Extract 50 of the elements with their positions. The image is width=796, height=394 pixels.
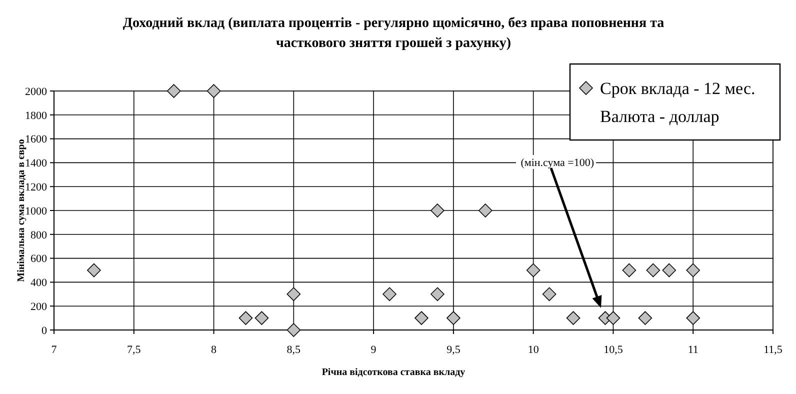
x-axis-title: Річна відсоткова ставка вкладу [322,367,466,378]
point [166,84,181,98]
point [430,204,444,218]
y-tick-label: 800 [30,229,48,242]
point [446,311,460,325]
chart-title: Доходний вклад (виплата процентів - регулярно щомісячно, без права поповнення та часткового зняття грошей з рахунку) [122,16,664,51]
x-tick-label: 7 [51,344,58,356]
annotation: Валюта - доллар [600,106,720,126]
y-tick-label: 600 [30,253,48,266]
y-axis-title: Мінімальна сума вклада в євро [16,139,27,282]
point [414,311,428,325]
point [382,287,396,302]
x-tick-label: 11 [688,344,698,356]
point [638,311,652,325]
x-tick-label: 9 [370,344,377,356]
y-tick-label: 1400 [25,158,48,170]
y-tick-label: 1200 [25,181,48,194]
point [254,311,269,325]
point [206,84,221,98]
annotation: (мін.сума =100) [520,157,594,169]
point [686,263,700,278]
point [430,287,444,302]
point [542,287,556,302]
point [526,263,540,278]
x-tick-label: 8,5 [286,344,302,356]
point [286,323,301,337]
point [622,263,636,278]
y-tick-label: 2000 [25,86,48,98]
y-tick-label: 200 [30,300,48,313]
y-tick-label: 1800 [25,110,48,122]
legend-label: Срок вклада - 12 мес. [600,78,756,98]
x-tick-label: 10,5 [604,344,624,356]
y-tick-label: 400 [30,277,48,290]
y-tick-label: 1000 [25,205,48,218]
x-tick-label: 8 [211,344,218,356]
x-tick-label: 11,5 [764,344,783,356]
x-tick-label: 9,5 [446,344,461,356]
point [566,311,580,325]
x-tick-label: 7,5 [127,344,142,356]
point [646,263,660,278]
point [478,204,492,218]
point [238,311,253,325]
point [286,287,301,302]
y-tick-label: 0 [42,324,48,337]
point [87,263,101,278]
point [606,311,620,325]
point [686,311,700,325]
y-tick-label: 1600 [25,134,48,146]
x-tick-label: 10 [528,344,540,356]
point [662,263,676,278]
